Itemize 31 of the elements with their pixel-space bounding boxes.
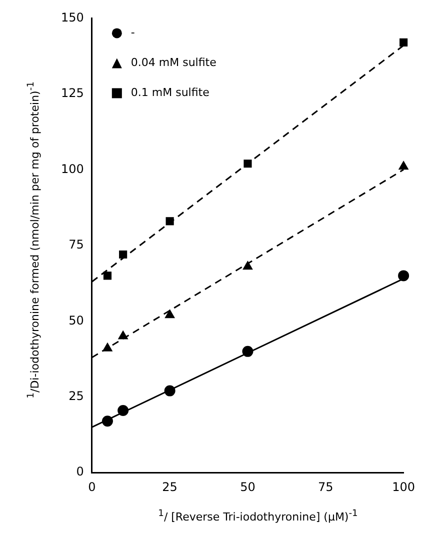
- point: [102, 342, 112, 352]
- point: [400, 38, 408, 46]
- point: [118, 405, 129, 416]
- legend-label: 0.04 mM sulfite: [130, 56, 217, 70]
- legend-label: 0.1 mM sulfite: [130, 86, 210, 100]
- y-tick-label: 25: [68, 388, 84, 403]
- x-tick-label: 25: [162, 480, 178, 494]
- point: [242, 346, 254, 357]
- point: [103, 272, 112, 280]
- x-tick-label: 100: [392, 480, 415, 494]
- y-tick-label: 75: [68, 238, 84, 252]
- legend-label: -: [130, 26, 135, 40]
- point: [166, 217, 174, 226]
- x-tick-label: 50: [240, 480, 256, 494]
- point: [242, 261, 253, 270]
- point: [398, 161, 408, 170]
- x-tick-label: 75: [318, 480, 334, 494]
- x-tick-label: 0: [88, 480, 96, 494]
- point: [102, 416, 113, 427]
- y-tick-label: 50: [68, 313, 84, 328]
- point: [164, 310, 175, 318]
- y-tick-label: 100: [61, 162, 84, 176]
- point: [244, 160, 252, 168]
- point: [398, 270, 410, 282]
- point: [164, 385, 176, 396]
- y-tick-label: 0: [76, 464, 84, 479]
- y-tick-label: 125: [61, 86, 84, 100]
- x-axis-title: $^{1}$/ [Reverse Tri-iodothyronine] (μM)$^{-1}$: [157, 508, 359, 524]
- point: [119, 250, 128, 259]
- y-tick-label: 150: [61, 10, 84, 24]
- point: [118, 330, 128, 340]
